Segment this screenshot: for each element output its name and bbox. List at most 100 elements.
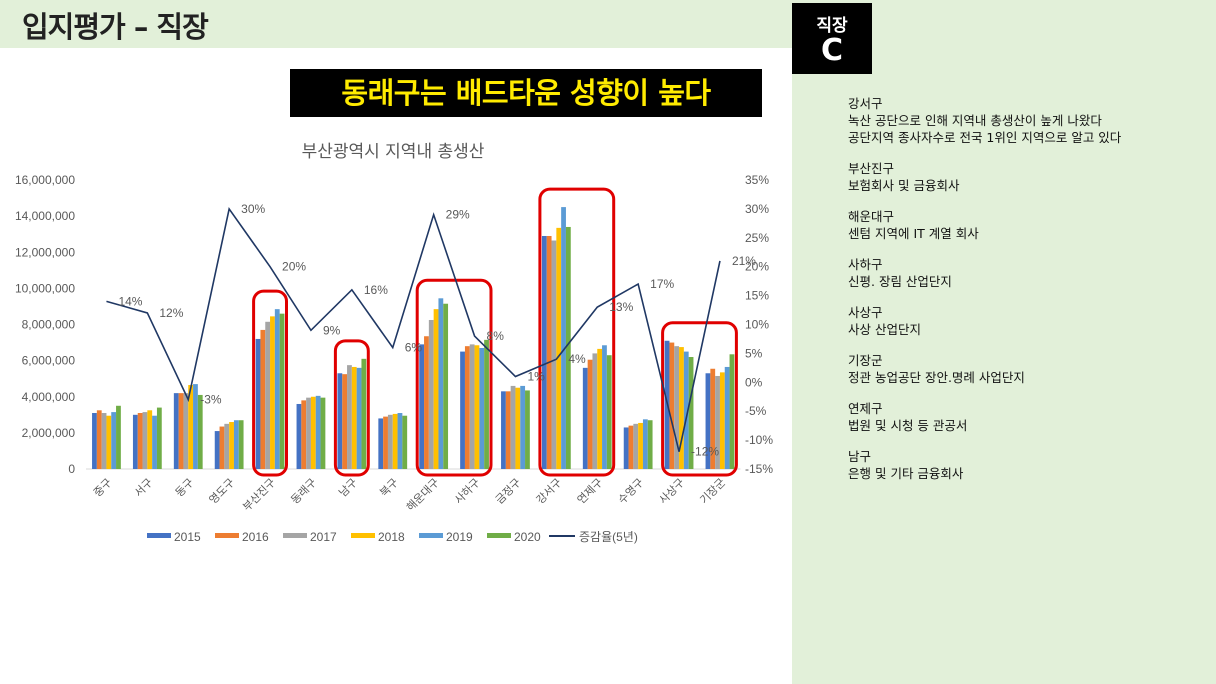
legend-swatch: [283, 533, 307, 538]
bar: [505, 391, 511, 469]
legend-swatch: [419, 533, 443, 538]
bar: [501, 391, 506, 469]
y2-tick-label: 35%: [745, 173, 769, 187]
bar: [484, 339, 489, 469]
bar: [715, 375, 720, 469]
note-district: 기장군: [848, 353, 883, 368]
y-tick-label: 4,000,000: [22, 390, 76, 404]
bar: [479, 347, 485, 469]
legend-swatch: [487, 533, 511, 538]
growth-rate-label: 12%: [159, 306, 183, 320]
bar: [669, 342, 675, 469]
bar: [546, 235, 552, 469]
bar: [582, 367, 588, 469]
y-tick-label: 16,000,000: [15, 173, 75, 187]
workplace-badge: 직장 C: [792, 3, 872, 74]
bar: [556, 227, 562, 469]
bar: [433, 309, 439, 469]
growth-rate-label: 17%: [650, 277, 674, 291]
bar: [679, 347, 684, 469]
bar: [587, 359, 593, 469]
highlight-box: [252, 289, 289, 477]
bar: [142, 412, 148, 469]
y-tick-label: 14,000,000: [15, 209, 75, 223]
x-tick-label: 중구: [91, 476, 115, 500]
note-district: 부산진구: [848, 161, 895, 176]
bar: [92, 413, 97, 469]
y2-tick-label: 25%: [745, 231, 769, 245]
note-detail: 사상 산업단지: [848, 322, 921, 337]
chart-title: 부산광역시 지역내 총생산: [302, 142, 485, 162]
y2-tick-label: -10%: [745, 433, 773, 447]
bar: [383, 416, 388, 469]
bar: [460, 351, 465, 469]
legend-label: 2020: [514, 530, 541, 544]
note-district: 남구: [848, 449, 872, 464]
bar: [310, 396, 316, 469]
bar: [96, 410, 102, 469]
bar: [551, 240, 557, 469]
bar: [628, 425, 634, 469]
bar: [515, 387, 521, 469]
bar: [351, 366, 357, 469]
bar: [378, 418, 384, 469]
bar: [156, 407, 162, 469]
bar: [111, 412, 117, 469]
bar: [464, 346, 470, 469]
x-tick-label: 연제구: [575, 476, 606, 507]
y2-tick-label: 5%: [745, 346, 763, 360]
growth-rate-label: 4%: [568, 352, 586, 366]
note-detail: 센텀 지역에 IT 계열 회사: [848, 226, 979, 241]
bar: [597, 348, 603, 469]
bar: [306, 397, 311, 469]
bar: [424, 336, 429, 469]
bar: [320, 397, 326, 469]
bar: [193, 384, 198, 469]
note-item: 해운대구 센텀 지역에 IT 계열 회사: [848, 208, 1121, 242]
highlight-box: [333, 339, 370, 477]
x-tick-label: 수영구: [616, 476, 647, 507]
notes-list: 강서구 녹산 공단으로 인해 지역내 총생산이 높게 나왔다 공단지역 종사자수로 …: [848, 95, 1121, 496]
note-detail: 법원 및 시청 등 관공서: [848, 418, 968, 433]
x-tick-label: 사하구: [451, 475, 482, 506]
legend-label: 2019: [446, 530, 473, 544]
bar: [633, 423, 639, 469]
growth-rate-label: 8%: [487, 329, 505, 343]
legend-label: 2017: [310, 530, 337, 544]
growth-rate-label: -3%: [200, 393, 222, 407]
bar: [510, 385, 516, 469]
growth-rate-label: 14%: [118, 294, 142, 308]
bar: [337, 373, 343, 469]
bar: [270, 316, 275, 469]
y2-tick-label: 15%: [745, 289, 769, 303]
bar: [137, 413, 143, 469]
bar: [638, 422, 643, 469]
bar: [342, 374, 348, 469]
x-tick-label: 강서구: [534, 476, 565, 507]
bar: [642, 419, 648, 469]
x-tick-label: 북구: [377, 476, 401, 500]
y2-tick-label: 30%: [745, 202, 769, 216]
bar: [255, 338, 261, 469]
bar: [525, 390, 530, 469]
bar: [674, 346, 680, 469]
note-detail: 정관 농업공단 장안.명례 사업단지: [848, 370, 1025, 385]
growth-rate-label: 9%: [323, 323, 341, 337]
highlight-box: [538, 187, 616, 477]
bar: [356, 367, 362, 469]
note-detail: 은행 및 기타 금융회사: [848, 466, 964, 481]
bar: [443, 303, 449, 469]
legend-label: 2015: [174, 530, 201, 544]
bar: [132, 414, 138, 469]
legend-label: 증감율(5년): [579, 530, 638, 544]
note-district: 사상구: [848, 305, 883, 320]
bar: [274, 309, 280, 469]
note-detail: 녹산 공단으로 인해 지역내 총생산이 높게 나왔다: [848, 113, 1102, 128]
x-tick-label: 기장군: [697, 476, 728, 507]
bar: [428, 319, 434, 469]
bar: [606, 355, 612, 469]
growth-rate-label: 21%: [732, 254, 756, 268]
bar: [729, 354, 735, 469]
x-tick-label: 영도구: [207, 476, 238, 507]
